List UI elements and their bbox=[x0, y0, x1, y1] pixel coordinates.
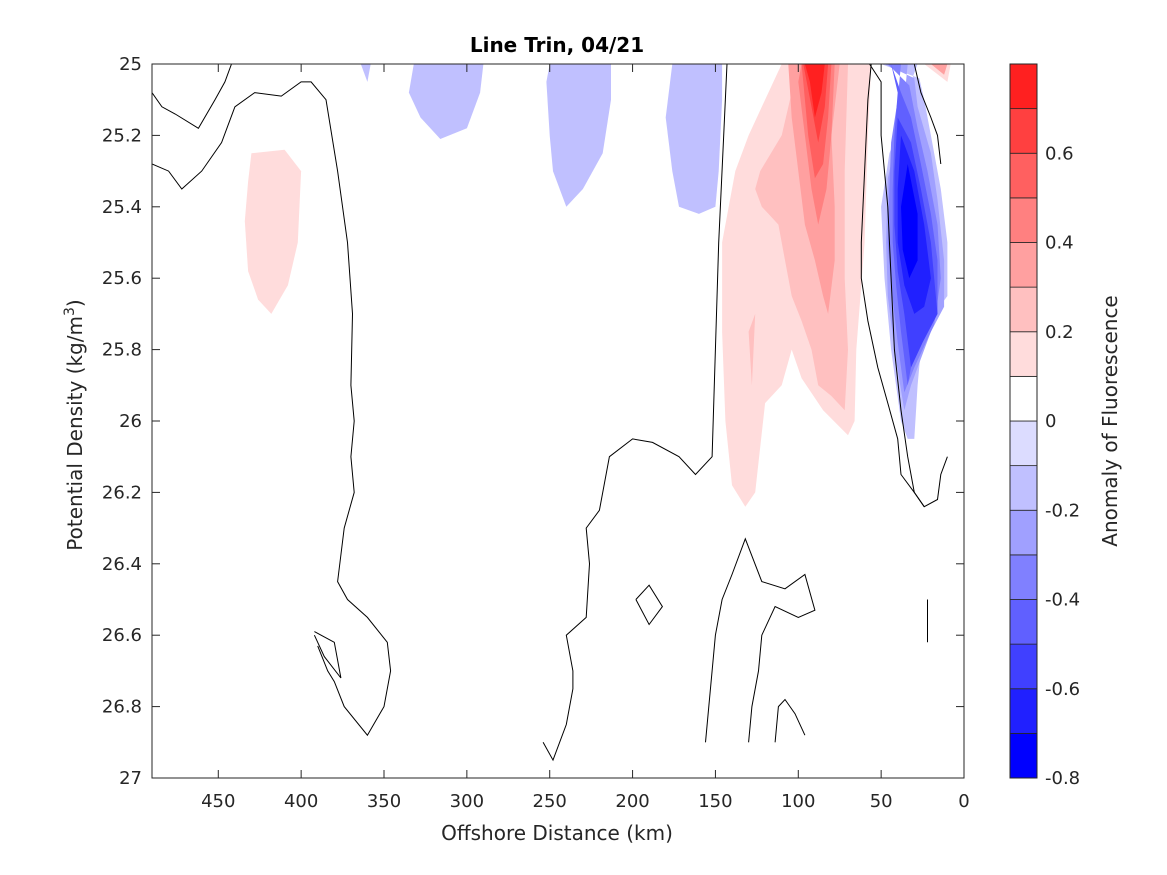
contour-lines bbox=[152, 64, 948, 762]
filled-contour-region-0 bbox=[244, 149, 302, 314]
colorbar-label: Anomaly of Fluorescence bbox=[1098, 295, 1122, 546]
filled-contour-region-12 bbox=[804, 64, 825, 118]
filled-contours bbox=[244, 64, 951, 507]
contour-line-0 bbox=[152, 64, 232, 129]
chart-title: Line Trin, 04/21 bbox=[470, 33, 644, 57]
filled-contour-region-7 bbox=[748, 313, 756, 386]
y-tick-label: 26.2 bbox=[102, 482, 142, 503]
contour-line-3 bbox=[542, 64, 728, 762]
colorbar-segment bbox=[1009, 63, 1038, 110]
colorbar-segment bbox=[1009, 688, 1038, 734]
x-tick-label: 150 bbox=[698, 791, 732, 812]
contour-line-1 bbox=[152, 81, 392, 737]
filled-contour-region-3 bbox=[546, 64, 611, 207]
x-tick-label: 300 bbox=[450, 791, 484, 812]
filled-contour-region-14 bbox=[930, 64, 948, 75]
colorbar-tick-label: -0.4 bbox=[1045, 590, 1080, 611]
colorbar-segment bbox=[1009, 732, 1038, 779]
colorbar-segment bbox=[1009, 286, 1038, 333]
colorbar-segment bbox=[1009, 242, 1038, 288]
contour-line-10 bbox=[913, 64, 942, 165]
colorbar-segment bbox=[1009, 331, 1038, 377]
y-tick-label: 26.8 bbox=[102, 697, 142, 718]
x-tick-label: 200 bbox=[615, 791, 649, 812]
colorbar-segment bbox=[1009, 108, 1038, 154]
y-tick-label: 26.6 bbox=[102, 625, 142, 646]
colorbar-segment bbox=[1009, 509, 1038, 556]
filled-contour-region-21 bbox=[901, 164, 918, 279]
x-tick-label: 250 bbox=[533, 791, 567, 812]
colorbar-segment bbox=[1009, 643, 1038, 690]
colorbar-segment bbox=[1009, 554, 1038, 600]
y-axis-label-superscript: 3 bbox=[62, 307, 78, 316]
y-tick-label: 25.2 bbox=[102, 125, 142, 146]
y-tick-label: 25.4 bbox=[102, 197, 142, 218]
colorbar-segment bbox=[1009, 465, 1038, 511]
y-tick-label: 25.6 bbox=[102, 268, 142, 289]
colorbar-tick-label: 0.4 bbox=[1045, 233, 1074, 254]
y-axis-label-close: ) bbox=[63, 299, 87, 307]
colorbar-tick-label: 0.2 bbox=[1045, 322, 1074, 343]
x-tick-label: 100 bbox=[781, 791, 815, 812]
y-tick-label: 26.4 bbox=[102, 554, 142, 575]
contour-line-8 bbox=[860, 64, 925, 507]
y-axis-label-text: Potential Density (kg/m bbox=[63, 316, 87, 551]
x-tick-label: 400 bbox=[284, 791, 318, 812]
contour-line-7 bbox=[869, 64, 948, 508]
x-axis-label: Offshore Distance (km) bbox=[441, 821, 673, 845]
y-tick-label: 26 bbox=[119, 411, 142, 432]
colorbar-segment bbox=[1009, 420, 1038, 467]
colorbar-tick-label: -0.2 bbox=[1045, 500, 1080, 521]
y-axis-label: Potential Density (kg/m3) bbox=[62, 299, 87, 550]
filled-contour-region-1 bbox=[360, 64, 371, 82]
colorbar-tick-label: -0.6 bbox=[1045, 679, 1080, 700]
x-tick-label: 50 bbox=[870, 791, 893, 812]
x-tick-label: 450 bbox=[201, 791, 235, 812]
colorbar-segment bbox=[1009, 375, 1038, 422]
contour-line-4 bbox=[635, 584, 664, 626]
y-axis: 25 25.2 25.4 25.6 25.8 26 26.2 26.4 26.6 26.8 27 bbox=[102, 54, 964, 789]
colorbar: -0.8 -0.6 -0.4 -0.2 0 0.2 0.4 0.6 bbox=[1009, 63, 1080, 789]
filled-contour-region-4 bbox=[665, 64, 723, 214]
x-axis: 450 400 350 300 250 200 150 100 50 0 bbox=[201, 64, 970, 812]
colorbar-tick-label: 0 bbox=[1045, 411, 1056, 432]
colorbar-tick-label: 0.6 bbox=[1045, 143, 1074, 164]
colorbar-tick-label: -0.8 bbox=[1045, 768, 1080, 789]
filled-contour-region-2 bbox=[408, 64, 484, 139]
y-tick-label: 27 bbox=[119, 768, 142, 789]
contour-line-2 bbox=[313, 631, 342, 679]
x-tick-label: 350 bbox=[367, 791, 401, 812]
x-tick-label: 0 bbox=[958, 791, 969, 812]
contour-line-5 bbox=[705, 537, 816, 743]
y-tick-label: 25 bbox=[119, 54, 142, 75]
colorbar-segment bbox=[1009, 599, 1038, 645]
colorbar-segment bbox=[1009, 152, 1038, 199]
colorbar-frame bbox=[1009, 63, 1038, 779]
colorbar-segment bbox=[1009, 197, 1038, 243]
y-tick-label: 25.8 bbox=[102, 340, 142, 361]
contour-line-6 bbox=[774, 698, 806, 743]
